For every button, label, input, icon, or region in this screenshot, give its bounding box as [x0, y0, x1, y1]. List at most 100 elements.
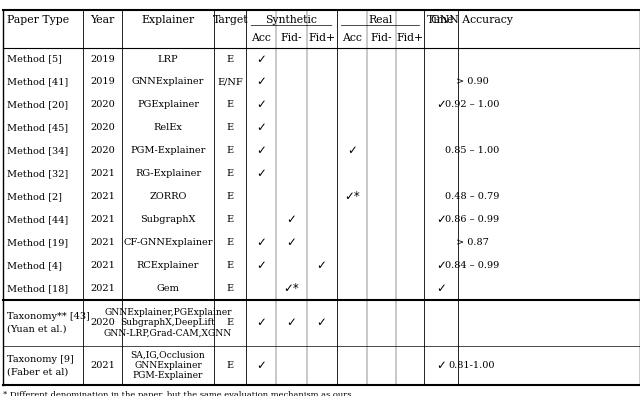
Text: ✓: ✓: [436, 259, 446, 272]
Text: PGM-Explainer: PGM-Explainer: [131, 147, 205, 155]
Text: 2020: 2020: [90, 318, 115, 327]
Text: ✓*: ✓*: [284, 282, 300, 295]
Text: Method [34]: Method [34]: [7, 147, 68, 155]
Text: 2019: 2019: [90, 55, 115, 63]
Text: ✓: ✓: [287, 213, 296, 226]
Text: > 0.87: > 0.87: [456, 238, 488, 247]
Text: Taxonomy** [43]: Taxonomy** [43]: [7, 312, 90, 321]
Text: E: E: [227, 101, 234, 109]
Text: 2021: 2021: [90, 215, 115, 224]
Text: E/NF: E/NF: [218, 78, 243, 86]
Text: 2021: 2021: [90, 361, 115, 370]
Text: E: E: [227, 238, 234, 247]
Text: E: E: [227, 215, 234, 224]
Text: LRP: LRP: [157, 55, 179, 63]
Text: ✓: ✓: [287, 316, 296, 329]
Text: ✓: ✓: [257, 53, 266, 65]
Text: GNNExplainer: GNNExplainer: [132, 78, 204, 86]
Text: Time: Time: [428, 15, 454, 25]
Text: PGM-Explainer: PGM-Explainer: [133, 371, 203, 380]
Text: > 0.90: > 0.90: [456, 78, 488, 86]
Text: ZORRO: ZORRO: [149, 192, 187, 201]
Text: ✓: ✓: [257, 122, 266, 134]
Text: Fid-: Fid-: [371, 33, 392, 43]
Text: ✓: ✓: [257, 259, 266, 272]
Text: 0.84 – 0.99: 0.84 – 0.99: [445, 261, 499, 270]
Text: ✓: ✓: [257, 316, 266, 329]
Text: Method [44]: Method [44]: [7, 215, 68, 224]
Text: Year: Year: [90, 15, 115, 25]
Text: E: E: [227, 147, 234, 155]
Text: E: E: [227, 192, 234, 201]
Text: Method [19]: Method [19]: [7, 238, 68, 247]
Text: E: E: [227, 169, 234, 178]
Text: Real: Real: [368, 15, 393, 25]
Text: Method [41]: Method [41]: [7, 78, 68, 86]
Text: 0.92 – 1.00: 0.92 – 1.00: [445, 101, 499, 109]
Text: ✓: ✓: [287, 236, 296, 249]
Text: Method [45]: Method [45]: [7, 124, 68, 132]
Text: 2021: 2021: [90, 192, 115, 201]
Text: ✓: ✓: [257, 76, 266, 88]
Text: RG-Explainer: RG-Explainer: [135, 169, 201, 178]
Text: SubgraphX,DeepLift: SubgraphX,DeepLift: [120, 318, 216, 327]
Text: 2021: 2021: [90, 284, 115, 293]
Text: ✓: ✓: [257, 359, 266, 372]
Text: Acc: Acc: [252, 33, 271, 43]
Text: Fid-: Fid-: [281, 33, 302, 43]
Text: 0.48 – 0.79: 0.48 – 0.79: [445, 192, 499, 201]
Text: SA,IG,Occlusion: SA,IG,Occlusion: [131, 351, 205, 360]
Text: Taxonomy [9]: Taxonomy [9]: [7, 355, 74, 364]
Text: Explainer: Explainer: [141, 15, 195, 25]
Text: Method [32]: Method [32]: [7, 169, 68, 178]
Text: Method [20]: Method [20]: [7, 101, 68, 109]
Text: 0.86 – 0.99: 0.86 – 0.99: [445, 215, 499, 224]
Text: 2021: 2021: [90, 261, 115, 270]
Text: (Faber et al): (Faber et al): [7, 367, 68, 376]
Text: E: E: [227, 55, 234, 63]
Text: ✓: ✓: [317, 259, 326, 272]
Text: Method [5]: Method [5]: [7, 55, 62, 63]
Text: CF-GNNExplainer: CF-GNNExplainer: [124, 238, 212, 247]
Text: 2021: 2021: [90, 169, 115, 178]
Text: Acc: Acc: [342, 33, 362, 43]
Text: Fid+: Fid+: [308, 33, 335, 43]
Text: Method [18]: Method [18]: [7, 284, 68, 293]
Text: 2019: 2019: [90, 78, 115, 86]
Text: ✓: ✓: [347, 145, 356, 157]
Text: ✓: ✓: [436, 99, 446, 111]
Text: E: E: [227, 318, 234, 327]
Text: ✓: ✓: [257, 145, 266, 157]
Text: ✓: ✓: [257, 236, 266, 249]
Text: PGExplainer: PGExplainer: [137, 101, 199, 109]
Text: GNNExplainer: GNNExplainer: [134, 361, 202, 370]
Text: 2021: 2021: [90, 238, 115, 247]
Text: RCExplainer: RCExplainer: [137, 261, 199, 270]
Text: ✓: ✓: [436, 282, 446, 295]
Text: ✓: ✓: [257, 99, 266, 111]
Text: 2020: 2020: [90, 101, 115, 109]
Text: Method [2]: Method [2]: [7, 192, 62, 201]
Text: RelEx: RelEx: [154, 124, 182, 132]
Text: Fid+: Fid+: [396, 33, 424, 43]
Text: 0.85 – 1.00: 0.85 – 1.00: [445, 147, 499, 155]
Text: 0.81-1.00: 0.81-1.00: [449, 361, 495, 370]
Text: Gem: Gem: [157, 284, 179, 293]
Text: (Yuan et al.): (Yuan et al.): [7, 325, 67, 334]
Text: ✓: ✓: [257, 168, 266, 180]
Text: 2020: 2020: [90, 147, 115, 155]
Text: * Different denomination in the paper, but the same evaluation mechanism as ours: * Different denomination in the paper, b…: [3, 391, 355, 396]
Text: SubgraphX: SubgraphX: [140, 215, 196, 224]
Text: GNN-LRP,Grad-CAM,XGNN: GNN-LRP,Grad-CAM,XGNN: [104, 329, 232, 338]
Text: Method [4]: Method [4]: [7, 261, 62, 270]
Text: 2020: 2020: [90, 124, 115, 132]
Text: E: E: [227, 261, 234, 270]
Text: Synthetic: Synthetic: [266, 15, 317, 25]
Text: ✓: ✓: [436, 213, 446, 226]
Text: ✓: ✓: [436, 359, 446, 372]
Text: E: E: [227, 361, 234, 370]
Text: GNN Accuracy: GNN Accuracy: [431, 15, 513, 25]
Text: E: E: [227, 124, 234, 132]
Text: ✓*: ✓*: [344, 190, 360, 203]
Text: Target: Target: [212, 15, 248, 25]
